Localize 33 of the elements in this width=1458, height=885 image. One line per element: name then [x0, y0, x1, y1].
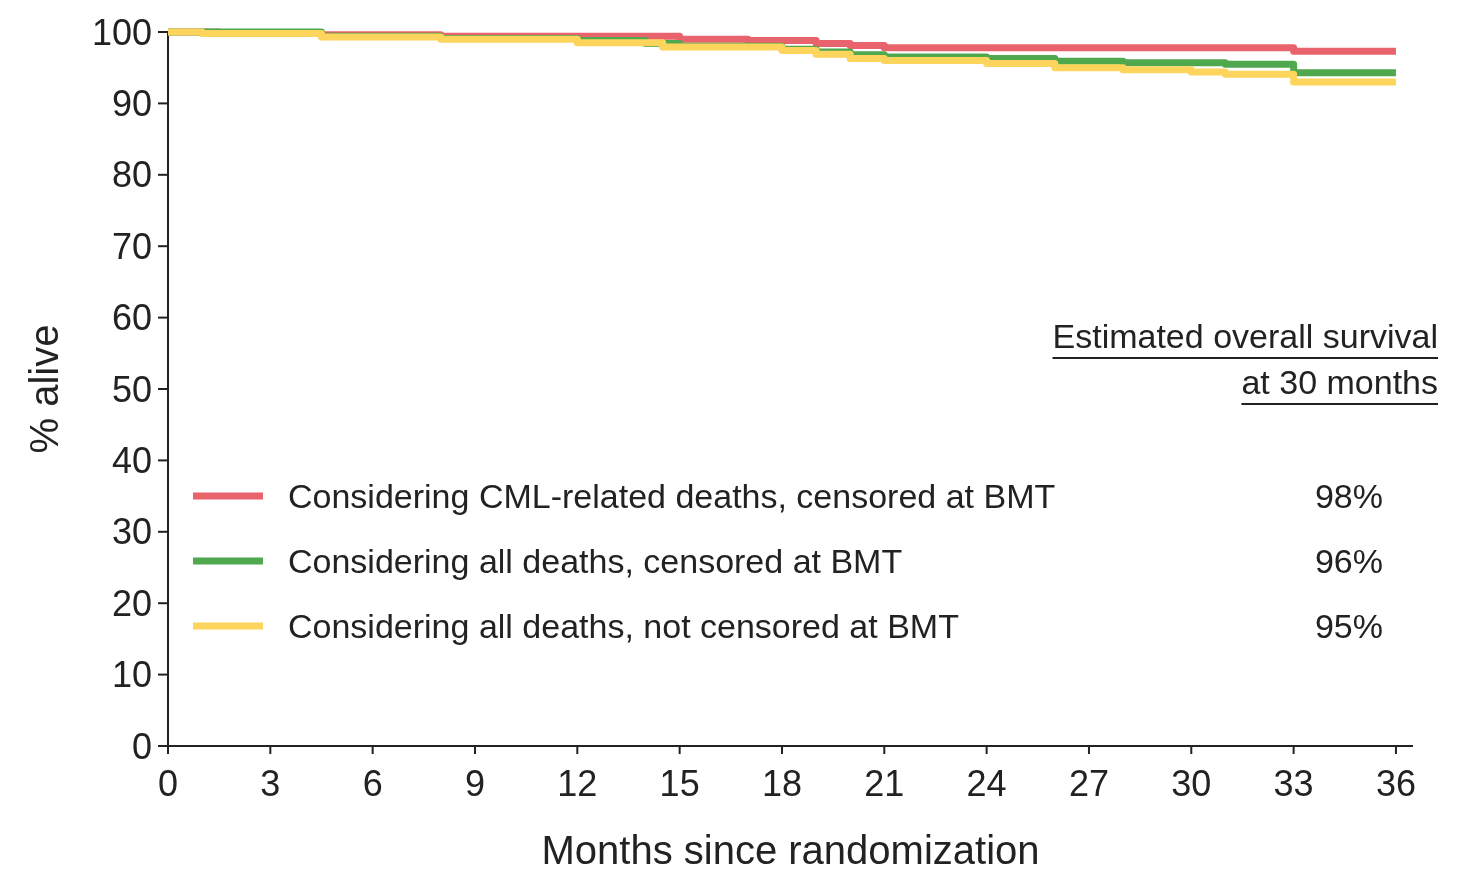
x-tick-label: 30 [1171, 763, 1212, 804]
x-tick-label: 15 [659, 763, 700, 804]
y-tick-label: 30 [111, 511, 152, 553]
y-tick-label: 60 [111, 297, 152, 339]
y-tick-label: 100 [91, 11, 152, 53]
y-tick-label: 70 [111, 225, 152, 267]
x-tick-label: 6 [362, 763, 383, 804]
legend-label: Considering CML-related deaths, censored at BMT [288, 477, 1056, 515]
y-tick-label: 90 [111, 83, 152, 124]
x-tick-label: 36 [1375, 763, 1416, 804]
x-tick-label: 9 [464, 763, 485, 804]
x-tick-label: 0 [157, 763, 179, 804]
y-axis-title: % alive [22, 324, 66, 454]
y-tick-label: 40 [111, 440, 152, 481]
x-tick-label: 33 [1273, 763, 1314, 804]
annotation: 95% [1314, 607, 1383, 645]
x-tick-label: 21 [864, 763, 905, 804]
x-tick-label: 27 [1068, 763, 1109, 804]
y-tick-label: 20 [111, 582, 152, 624]
y-tick-label: 10 [111, 654, 152, 696]
y-tick-label: 0 [131, 725, 152, 767]
legend-label: Considering all deaths, censored at BMT [288, 542, 903, 580]
annotation: 98% [1314, 477, 1383, 515]
x-tick-label: 24 [966, 763, 1007, 804]
x-tick-label: 3 [260, 763, 281, 804]
legend-title: Estimated overall survival at 30 months [1052, 317, 1438, 401]
annotation: 96% [1314, 542, 1383, 580]
legend-label: Considering all deaths, not censored at BMT [288, 607, 959, 645]
y-tick-label: 80 [111, 154, 152, 196]
x-tick-label: 18 [761, 763, 802, 804]
x-tick-label: 12 [557, 763, 598, 804]
y-tick-label: 50 [111, 368, 152, 410]
x-axis-title: Months since randomization [541, 828, 1040, 872]
